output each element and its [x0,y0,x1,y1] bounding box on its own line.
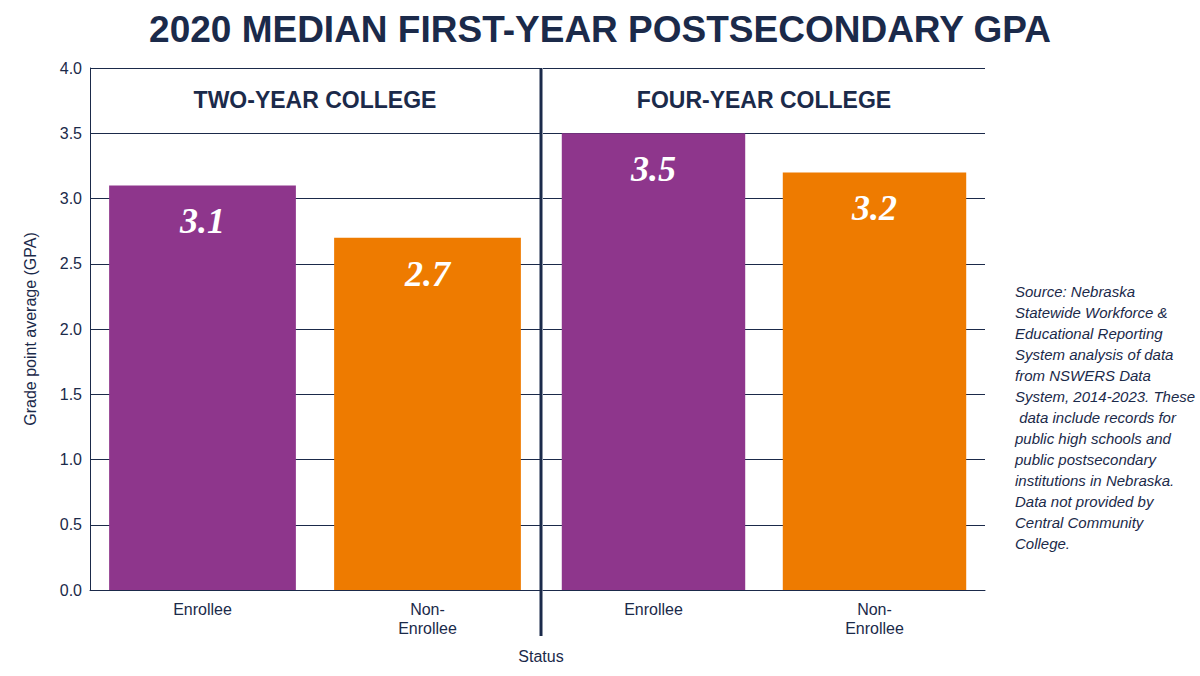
svg-text:2.0: 2.0 [60,321,82,338]
svg-text:FOUR-YEAR COLLEGE: FOUR-YEAR COLLEGE [637,87,891,113]
svg-text:Grade point average (GPA): Grade point average (GPA) [22,232,39,426]
svg-text:2.5: 2.5 [60,255,82,272]
svg-text:College.: College. [1015,535,1070,552]
svg-text:1.0: 1.0 [60,451,82,468]
svg-text:Educational Reporting: Educational Reporting [1015,325,1167,342]
svg-text:TWO-YEAR COLLEGE: TWO-YEAR COLLEGE [194,87,437,113]
svg-text:4.0: 4.0 [60,60,82,77]
svg-text:2.7: 2.7 [404,254,452,294]
svg-text:Enrollee: Enrollee [845,620,904,637]
svg-text:Source: Nebraska: Source: Nebraska [1015,283,1139,300]
svg-text:2020 MEDIAN FIRST-YEAR POSTSEC: 2020 MEDIAN FIRST-YEAR POSTSECONDARY GPA [149,9,1051,50]
svg-text:1.5: 1.5 [60,386,82,403]
svg-text:Status: Status [518,648,563,665]
svg-text:Data not provided by: Data not provided by [1015,493,1158,510]
svg-text:Enrollee: Enrollee [173,601,232,618]
svg-text:public postsecondary: public postsecondary [1014,451,1160,468]
svg-text:Enrollee: Enrollee [398,620,457,637]
svg-text:System analysis of data: System analysis of data [1015,346,1178,363]
svg-text:3.1: 3.1 [179,201,225,241]
svg-text:Central Community: Central Community [1015,514,1148,531]
svg-text:Non-: Non- [857,601,892,618]
svg-text:public high schools and: public high schools and [1014,430,1175,447]
svg-text:0.5: 0.5 [60,516,82,533]
svg-text:3.0: 3.0 [60,190,82,207]
svg-text:3.5: 3.5 [60,125,82,142]
svg-text:data include records for: data include records for [1015,409,1180,426]
svg-text:3.5: 3.5 [630,149,676,189]
svg-text:3.2: 3.2 [851,188,897,228]
svg-text:Statewide Workforce &: Statewide Workforce & [1015,304,1172,321]
svg-text:System, 2014-2023. These: System, 2014-2023. These [1015,388,1195,405]
svg-text:from NSWERS Data: from NSWERS Data [1015,367,1155,384]
svg-text:Enrollee: Enrollee [624,601,683,618]
svg-text:institutions in Nebraska.: institutions in Nebraska. [1015,472,1178,489]
svg-text:0.0: 0.0 [60,582,82,599]
svg-text:Non-: Non- [410,601,445,618]
